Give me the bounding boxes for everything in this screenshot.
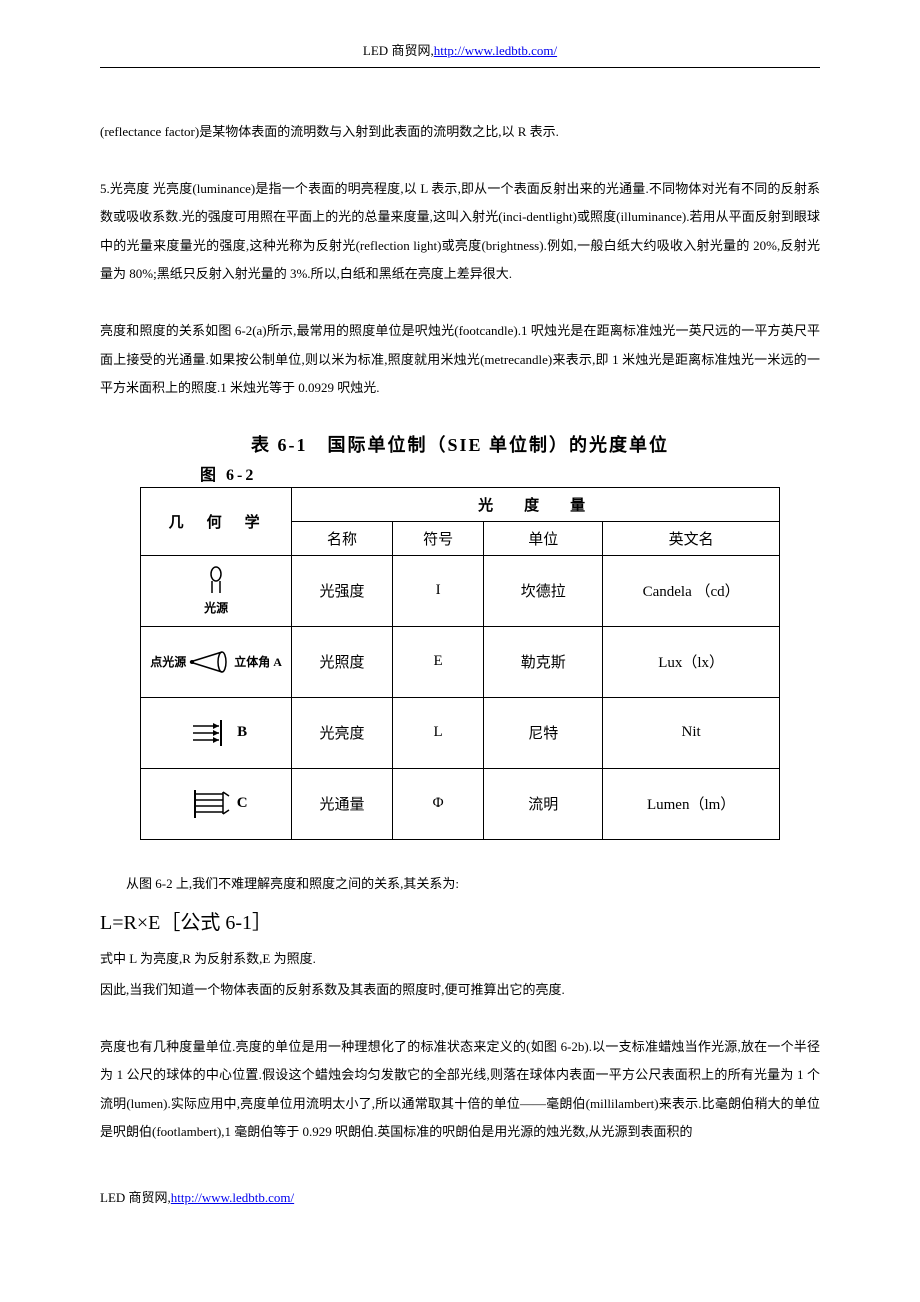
table-header-row-1: 几 何 学 光 度 量 xyxy=(141,487,780,521)
footer-site-name: LED 商贸网 xyxy=(100,1190,168,1205)
header-site-name: LED 商贸网 xyxy=(363,43,431,58)
cell-symbol: L xyxy=(392,697,483,768)
cell-symbol: E xyxy=(392,626,483,697)
cell-symbol: Φ xyxy=(392,768,483,839)
cell-name: 光亮度 xyxy=(292,697,393,768)
page-footer: LED 商贸网,http://www.ledbtb.com/ xyxy=(100,1187,820,1206)
page-header: LED 商贸网,http://www.ledbtb.com/ xyxy=(100,40,820,68)
paragraph-formula-desc: 式中 L 为亮度,R 为反射系数,E 为照度. xyxy=(100,945,820,974)
cell-name: 光照度 xyxy=(292,626,393,697)
table-title: 表 6-1 国际单位制（SIE 单位制）的光度单位 xyxy=(100,431,820,457)
geom-cell-flux-c: C xyxy=(141,768,292,839)
cell-english: Candela （cd） xyxy=(603,555,780,626)
geom-cell-point-source: 点光源 立体角 A xyxy=(141,626,292,697)
luminous-flux-icon xyxy=(185,786,235,822)
cell-unit: 尼特 xyxy=(484,697,603,768)
solid-angle-icon xyxy=(188,648,232,676)
luminance-surface-icon xyxy=(185,716,235,750)
footer-link[interactable]: http://www.ledbtb.com/ xyxy=(171,1190,294,1205)
col-header-photometric: 光 度 量 xyxy=(292,487,780,521)
paragraph-units: 亮度也有几种度量单位.亮度的单位是用一种理想化了的标准状态来定义的(如图 6-2… xyxy=(100,1033,820,1147)
table-row: B 光亮度 L 尼特 Nit xyxy=(141,697,780,768)
document-page: LED 商贸网,http://www.ledbtb.com/ (reflecta… xyxy=(0,0,920,1246)
table-row: 点光源 立体角 A 光照度 E 勒克斯 Lux（lx） xyxy=(141,626,780,697)
table-subtitle: 图 6-2 xyxy=(200,461,820,485)
cell-unit: 勒克斯 xyxy=(484,626,603,697)
geom-cell-light-source: 光源 xyxy=(141,555,292,626)
col-header-geometry: 几 何 学 xyxy=(141,487,292,555)
header-link[interactable]: http://www.ledbtb.com/ xyxy=(434,43,557,58)
cell-symbol: I xyxy=(392,555,483,626)
cell-name: 光强度 xyxy=(292,555,393,626)
cell-unit: 坎德拉 xyxy=(484,555,603,626)
paragraph-reflectance: (reflectance factor)是某物体表面的流明数与入射到此表面的流明… xyxy=(100,118,820,147)
paragraph-luminance: 5.光亮度 光亮度(luminance)是指一个表面的明亮程度,以 L 表示,即… xyxy=(100,175,820,289)
geom-letter-4: C xyxy=(237,795,248,812)
geom-prefix-2: 点光源 xyxy=(150,653,186,670)
table-row: 光源 光强度 I 坎德拉 Candela （cd） xyxy=(141,555,780,626)
table-row: C 光通量 Φ 流明 Lumen（lm） xyxy=(141,768,780,839)
geom-suffix-2: 立体角 A xyxy=(234,653,282,670)
cell-english: Lux（lx） xyxy=(603,626,780,697)
subcol-name: 名称 xyxy=(292,521,393,555)
light-source-icon xyxy=(202,565,230,599)
subcol-english: 英文名 xyxy=(603,521,780,555)
cell-english: Lumen（lm） xyxy=(603,768,780,839)
geom-cell-surface-b: B xyxy=(141,697,292,768)
cell-english: Nit xyxy=(603,697,780,768)
geom-letter-3: B xyxy=(237,724,247,741)
geom-label-1: 光源 xyxy=(204,599,228,616)
photometric-units-table: 几 何 学 光 度 量 名称 符号 单位 英文名 光源 光强度 I xyxy=(140,487,780,840)
formula-luminance: L=R×E［公式 6-1］ xyxy=(100,906,820,935)
paragraph-relation-intro: 从图 6-2 上,我们不难理解亮度和照度之间的关系,其关系为: xyxy=(100,870,820,899)
paragraph-derive: 因此,当我们知道一个物体表面的反射系数及其表面的照度时,便可推算出它的亮度. xyxy=(100,976,820,1005)
subcol-unit: 单位 xyxy=(484,521,603,555)
cell-unit: 流明 xyxy=(484,768,603,839)
paragraph-footcandle: 亮度和照度的关系如图 6-2(a)所示,最常用的照度单位是呎烛光(footcan… xyxy=(100,317,820,403)
subcol-symbol: 符号 xyxy=(392,521,483,555)
cell-name: 光通量 xyxy=(292,768,393,839)
